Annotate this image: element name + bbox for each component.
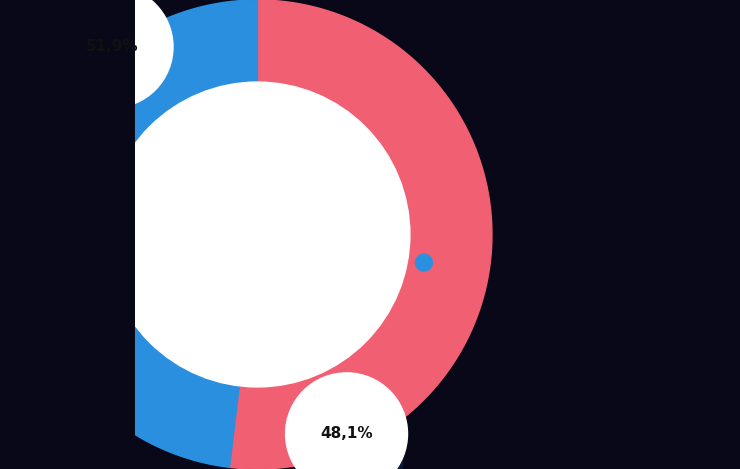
Circle shape [105,82,410,387]
Polygon shape [23,0,258,467]
Text: 51,9%: 51,9% [86,39,138,54]
Circle shape [415,198,432,215]
Circle shape [286,373,408,469]
Polygon shape [229,0,492,469]
Text: 48,1%: 48,1% [320,426,373,441]
Circle shape [415,254,432,271]
Circle shape [309,415,403,469]
Circle shape [51,0,173,108]
